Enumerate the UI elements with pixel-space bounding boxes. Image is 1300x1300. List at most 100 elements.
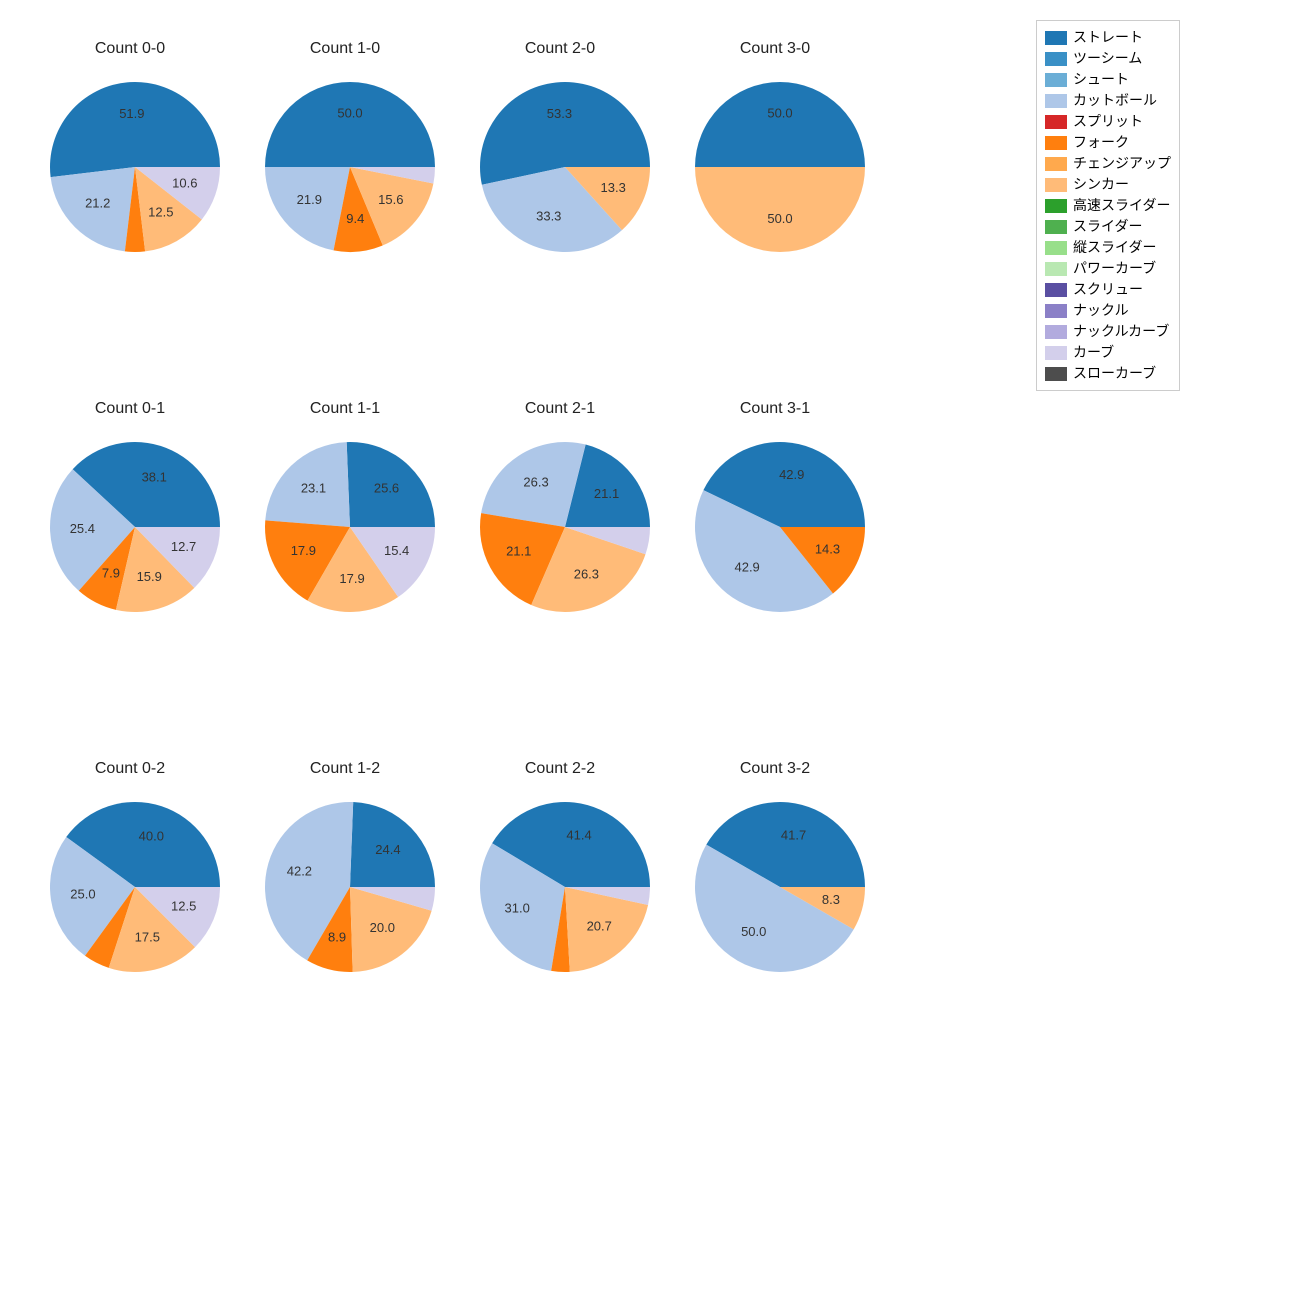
pie-slice-label: 50.0 — [337, 106, 362, 121]
pie-slice — [265, 82, 435, 167]
legend-swatch — [1045, 283, 1067, 297]
pie-slice-label: 31.0 — [505, 901, 530, 916]
legend-label: スプリット — [1073, 111, 1143, 132]
pie-slice-label: 21.9 — [297, 192, 322, 207]
pie-chart: 21.126.321.126.3 — [460, 422, 670, 632]
legend-label: ツーシーム — [1073, 48, 1142, 69]
pie-cell: Count 2-0 53.3 33.3 13.3 — [460, 40, 660, 320]
legend-item: スプリット — [1045, 111, 1171, 132]
legend-item: ナックルカーブ — [1045, 321, 1171, 342]
pie-slice-label: 15.9 — [137, 569, 162, 584]
pie-slice-label: 26.3 — [523, 474, 548, 489]
pie-title: Count 2-1 — [460, 400, 660, 418]
pie-slice — [695, 167, 865, 252]
pie-slice-label: 50.0 — [767, 106, 792, 121]
pie-slice-label: 41.7 — [781, 828, 806, 843]
legend-swatch — [1045, 52, 1067, 66]
pie-slice-label: 8.3 — [822, 892, 840, 907]
pie-slice-label: 20.7 — [587, 919, 612, 934]
legend-label: カットボール — [1073, 90, 1157, 111]
pie-slice-label: 14.3 — [815, 541, 840, 556]
pie-cell: Count 1-224.442.28.920.0 — [245, 760, 445, 1040]
pie-chart: 42.9 42.9 14.3 — [675, 422, 885, 632]
pie-cell: Count 1-0 50.0 21.9 9.4 15.6 — [245, 40, 445, 320]
pie-chart: 50.0 21.9 9.4 15.6 — [245, 62, 455, 272]
pie-title: Count 3-0 — [675, 40, 875, 58]
pie-slice-label: 42.9 — [779, 467, 804, 482]
legend-swatch — [1045, 73, 1067, 87]
pie-slice-label: 17.5 — [135, 930, 160, 945]
legend-swatch — [1045, 304, 1067, 318]
pie-title: Count 2-0 — [460, 40, 660, 58]
legend-label: パワーカーブ — [1073, 258, 1156, 279]
legend-swatch — [1045, 31, 1067, 45]
pie-slice-label: 50.0 — [767, 211, 792, 226]
pie-chart: 50.0 50.0 — [675, 62, 885, 272]
pie-slice-label: 33.3 — [536, 209, 561, 224]
legend-label: スクリュー — [1073, 279, 1143, 300]
legend-label: 縦スライダー — [1073, 237, 1156, 258]
legend-swatch — [1045, 178, 1067, 192]
pie-slice-label: 53.3 — [547, 106, 572, 121]
pie-cell: Count 0-240.025.017.512.5 — [30, 760, 230, 1040]
legend-swatch — [1045, 136, 1067, 150]
pie-slice — [50, 82, 220, 177]
legend-swatch — [1045, 199, 1067, 213]
legend-label: シュート — [1073, 69, 1129, 90]
pie-slice-label: 25.6 — [374, 480, 399, 495]
pie-chart: 40.025.017.512.5 — [30, 782, 240, 992]
pie-slice-label: 12.5 — [171, 899, 196, 914]
legend-item: ナックル — [1045, 300, 1171, 321]
legend-item: フォーク — [1045, 132, 1171, 153]
pie-title: Count 0-2 — [30, 760, 230, 778]
legend-item: ストレート — [1045, 27, 1171, 48]
pie-slice-label: 8.9 — [328, 930, 346, 945]
legend-swatch — [1045, 94, 1067, 108]
pie-slice-label: 51.9 — [119, 106, 144, 121]
pie-slice-label: 40.0 — [139, 828, 164, 843]
legend: ストレートツーシームシュートカットボールスプリットフォークチェンジアップシンカー… — [1036, 20, 1180, 391]
legend-swatch — [1045, 220, 1067, 234]
pie-chart: 38.125.47.915.912.7 — [30, 422, 240, 632]
legend-item: ツーシーム — [1045, 48, 1171, 69]
pie-slice-label: 21.2 — [85, 196, 110, 211]
pie-slice-label: 10.6 — [172, 176, 197, 191]
legend-label: シンカー — [1073, 174, 1129, 195]
pie-cell: Count 1-125.623.117.917.915.4 — [245, 400, 445, 680]
pie-slice-label: 26.3 — [574, 567, 599, 582]
legend-label: フォーク — [1073, 132, 1129, 153]
pie-title: Count 2-2 — [460, 760, 660, 778]
legend-label: ストレート — [1073, 27, 1143, 48]
pie-slice-label: 42.9 — [734, 560, 759, 575]
pie-title: Count 3-2 — [675, 760, 875, 778]
pie-slice-label: 15.6 — [378, 192, 403, 207]
pie-slice-label: 42.2 — [287, 864, 312, 879]
pie-cell: Count 3-2 41.7 50.0 8.3 — [675, 760, 875, 1040]
pie-slice-label: 17.9 — [339, 571, 364, 586]
legend-item: 高速スライダー — [1045, 195, 1171, 216]
legend-item: チェンジアップ — [1045, 153, 1171, 174]
pie-title: Count 0-1 — [30, 400, 230, 418]
pie-slice-label: 17.9 — [291, 543, 316, 558]
pie-slice-label: 7.9 — [102, 565, 120, 580]
pie-cell: Count 3-1 42.9 42.9 14.3 — [675, 400, 875, 680]
legend-swatch — [1045, 241, 1067, 255]
legend-label: スライダー — [1073, 216, 1142, 237]
legend-label: スローカーブ — [1073, 363, 1156, 384]
pie-slice-label: 23.1 — [301, 480, 326, 495]
pie-slice-label: 50.0 — [741, 924, 766, 939]
legend-item: シンカー — [1045, 174, 1171, 195]
pie-cell: Count 2-241.431.020.7 — [460, 760, 660, 1040]
pie-slice-label: 9.4 — [346, 211, 364, 226]
legend-swatch — [1045, 157, 1067, 171]
legend-item: シュート — [1045, 69, 1171, 90]
pie-chart: 53.3 33.3 13.3 — [460, 62, 670, 272]
pie-slice-label: 13.3 — [601, 180, 626, 195]
pie-title: Count 3-1 — [675, 400, 875, 418]
pie-chart: 41.7 50.0 8.3 — [675, 782, 885, 992]
pie-title: Count 1-0 — [245, 40, 445, 58]
legend-label: ナックル — [1073, 300, 1129, 321]
legend-item: スローカーブ — [1045, 363, 1171, 384]
pie-title: Count 1-2 — [245, 760, 445, 778]
pie-slice-label: 12.5 — [148, 204, 173, 219]
